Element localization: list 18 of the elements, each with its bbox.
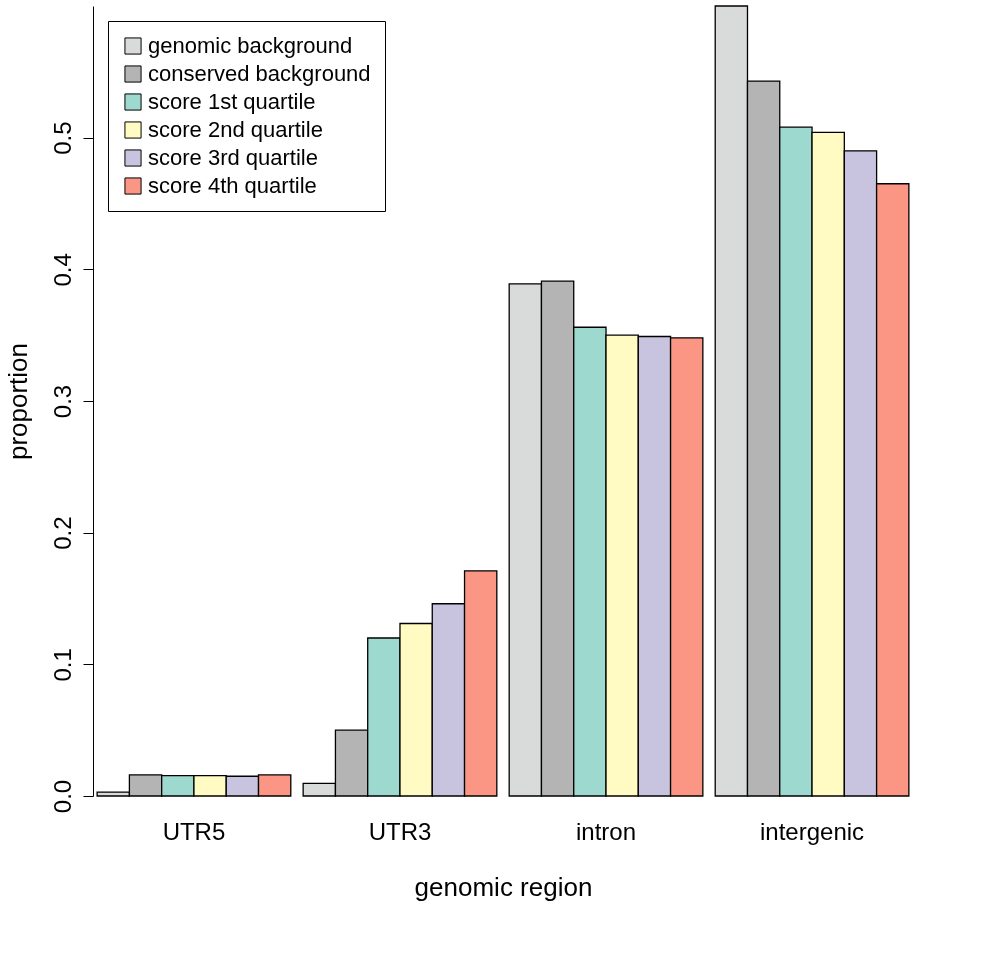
y-tick-label: 0.1 — [48, 648, 76, 682]
x-tick-label: intergenic — [760, 817, 865, 845]
legend-label: genomic background — [148, 33, 353, 58]
y-tick-label: 0.5 — [48, 121, 76, 155]
legend-label: score 2nd quartile — [148, 117, 323, 142]
x-tick-label: UTR5 — [162, 817, 226, 845]
x-axis-title: genomic region — [414, 871, 593, 902]
x-tick-label: intron — [575, 817, 637, 845]
legend-label: score 4th quartile — [148, 173, 317, 198]
y-tick-label: 0.0 — [48, 779, 76, 814]
y-tick-label: 0.4 — [48, 253, 76, 287]
legend-label: score 1st quartile — [148, 89, 316, 114]
legend-label: score 3rd quartile — [148, 145, 318, 170]
legend-label: conserved background — [148, 61, 371, 86]
y-axis-title: proportion — [2, 342, 33, 461]
x-tick-label: UTR3 — [368, 817, 432, 845]
y-tick-label: 0.2 — [48, 516, 76, 550]
y-tick-label: 0.3 — [48, 384, 76, 419]
